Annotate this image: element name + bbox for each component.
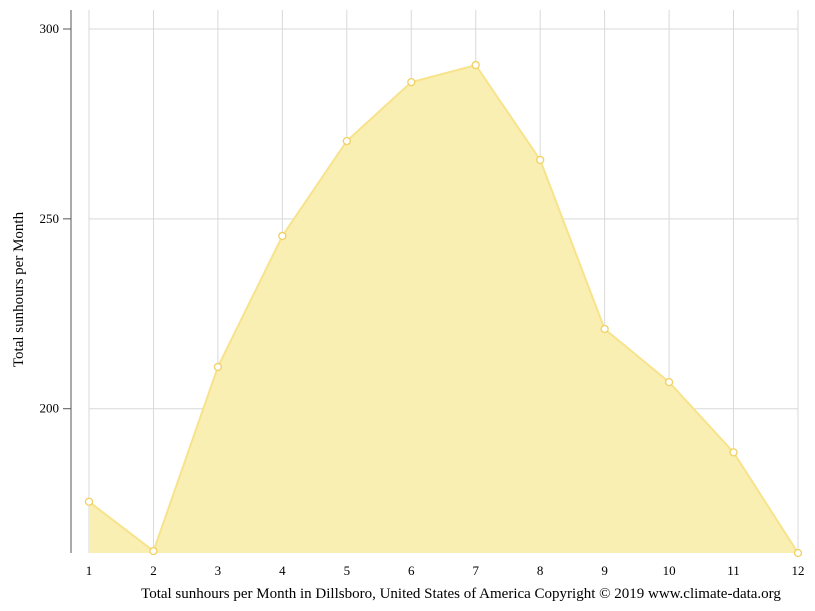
x-tick-label-5: 5: [344, 563, 351, 578]
x-tick-label-8: 8: [537, 563, 544, 578]
x-tick-label-10: 10: [663, 563, 676, 578]
x-tick-label-3: 3: [215, 563, 222, 578]
data-point-4: [278, 231, 287, 241]
x-tick-label-11: 11: [727, 563, 740, 578]
data-point-2: [149, 546, 158, 556]
data-point-10: [664, 377, 674, 387]
data-point-8: [536, 155, 545, 165]
data-point-9: [600, 324, 609, 334]
y-tick-label-250: 250: [40, 211, 60, 226]
x-axis-caption: Total sunhours per Month in Dillsboro, U…: [141, 586, 781, 602]
y-axis-label: Total sunhours per Month: [11, 211, 27, 367]
series-line: [88, 63, 799, 554]
x-tick-label-7: 7: [472, 563, 479, 578]
data-point-1: [84, 497, 94, 506]
x-tick-labels: 1 2 3 4 5 6 7 8 9 10 11 12: [86, 563, 805, 578]
x-tick-label-4: 4: [279, 563, 286, 578]
data-point-7: [471, 60, 480, 70]
x-tick-label-1: 1: [86, 563, 93, 578]
data-point-11: [729, 448, 738, 457]
x-tick-label-12: 12: [792, 563, 805, 578]
x-tick-label-6: 6: [408, 563, 415, 578]
data-point-3: [213, 362, 223, 372]
y-tick-label-200: 200: [40, 401, 60, 416]
x-tick-label-9: 9: [601, 563, 608, 578]
area-fill: [89, 65, 798, 553]
data-point-5: [342, 136, 351, 146]
data-points: [84, 60, 803, 558]
x-tick-label-2: 2: [150, 563, 157, 578]
data-point-6: [407, 77, 416, 87]
y-tick-label-300: 300: [40, 21, 60, 36]
y-tick-labels: 200 250 300: [40, 21, 71, 416]
data-point-12: [793, 548, 803, 558]
